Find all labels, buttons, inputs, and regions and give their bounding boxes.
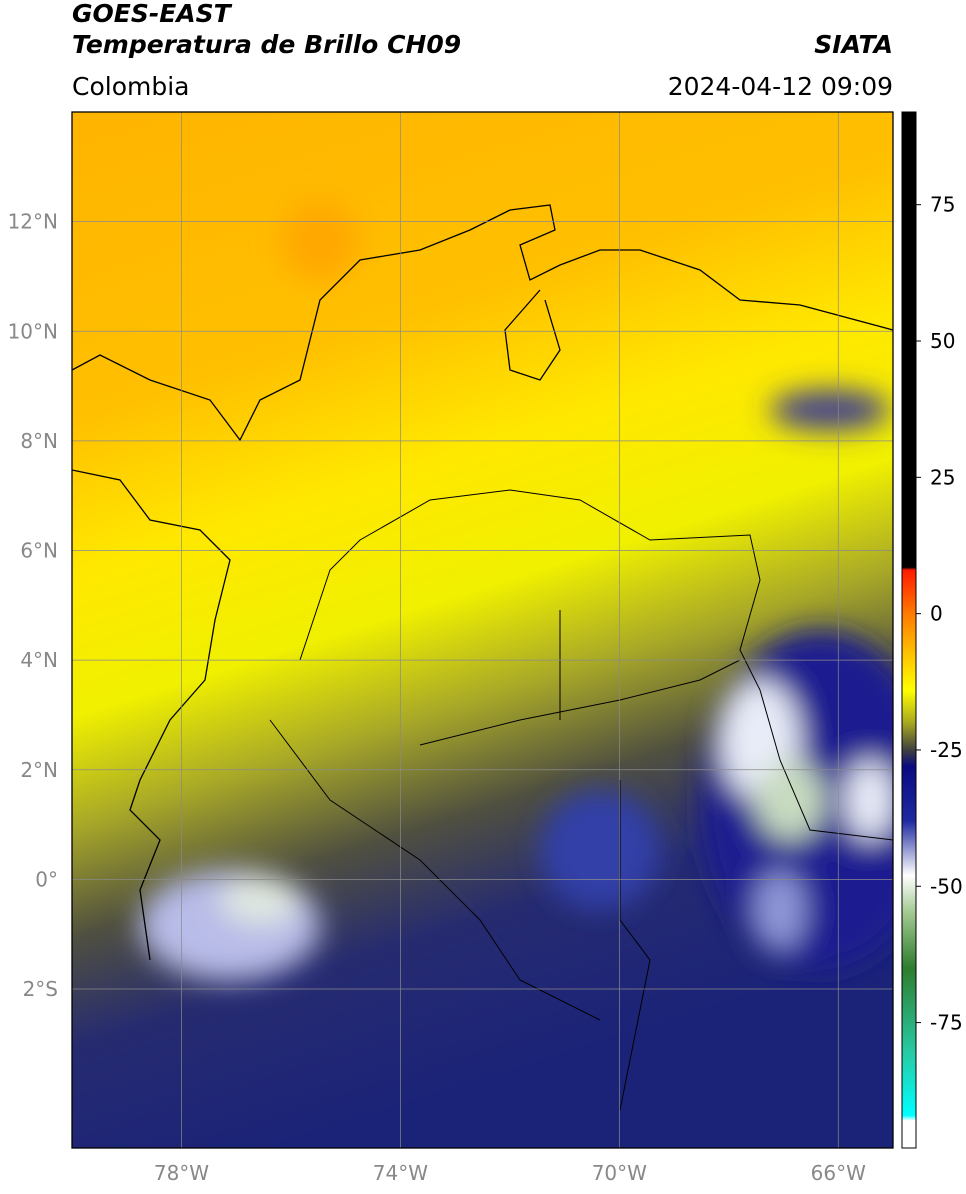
colorbar-tick-label: 25: [930, 465, 955, 489]
agency: SIATA: [814, 30, 893, 59]
colorbar-frame: [901, 111, 917, 1149]
y-tick-label: 8°N: [20, 429, 58, 453]
y-tick-label: 0°: [35, 867, 58, 891]
y-tick-label: 2°N: [20, 758, 58, 782]
satellite-image: [72, 112, 893, 1148]
colorbar-tick-label: 75: [930, 193, 955, 217]
colorbar-tick-label: 0: [930, 602, 943, 626]
x-tick-label: 66°W: [811, 1161, 866, 1185]
datetime: 2024-04-12 09:09: [668, 72, 893, 101]
subtitle: Temperatura de Brillo CH09: [72, 30, 461, 59]
y-tick-label: 2°S: [23, 977, 58, 1001]
colorbar-tick-label: -50: [930, 874, 963, 898]
y-tick-label: 4°N: [20, 648, 58, 672]
map-frame: [71, 111, 894, 1149]
region: Colombia: [72, 72, 189, 101]
colorbar-tick-label: -25: [930, 738, 963, 762]
x-tick-label: 70°W: [592, 1161, 647, 1185]
colorbar-tick-label: -75: [930, 1011, 963, 1035]
x-tick-label: 78°W: [154, 1161, 209, 1185]
y-tick-label: 10°N: [8, 319, 58, 343]
y-tick-label: 12°N: [8, 210, 58, 234]
title: GOES-EAST: [72, 0, 233, 28]
colorbar-tick-label: 50: [930, 329, 955, 353]
colorbar: [902, 112, 916, 1148]
x-tick-label: 74°W: [373, 1161, 428, 1185]
y-tick-label: 6°N: [20, 539, 58, 563]
